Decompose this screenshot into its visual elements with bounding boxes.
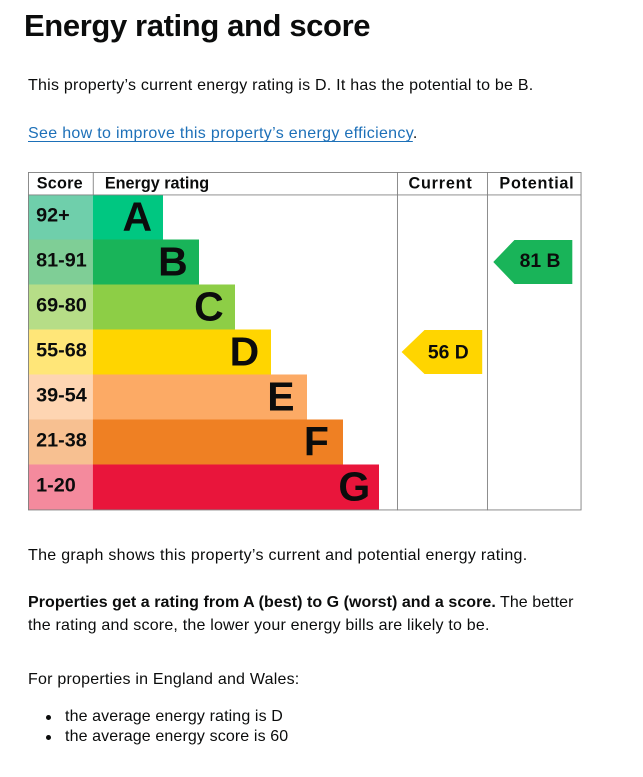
- svg-text:E: E: [267, 374, 294, 420]
- svg-text:81-91: 81-91: [36, 250, 87, 272]
- svg-text:1-20: 1-20: [36, 475, 76, 497]
- svg-text:F: F: [304, 419, 329, 465]
- svg-text:B: B: [158, 239, 188, 285]
- svg-text:Score: Score: [37, 174, 83, 192]
- svg-text:55-68: 55-68: [36, 340, 87, 362]
- svg-text:D: D: [230, 329, 260, 375]
- svg-text:A: A: [123, 194, 153, 240]
- svg-text:81 B: 81 B: [520, 250, 561, 272]
- svg-text:56 D: 56 D: [428, 342, 469, 364]
- svg-text:C: C: [194, 284, 224, 330]
- svg-text:21-38: 21-38: [36, 430, 87, 452]
- svg-text:G: G: [338, 464, 370, 510]
- svg-text:92+: 92+: [36, 205, 70, 227]
- svg-text:69-80: 69-80: [36, 295, 87, 317]
- svg-text:Current: Current: [409, 174, 473, 192]
- svg-text:39-54: 39-54: [36, 385, 87, 407]
- svg-text:Potential: Potential: [499, 174, 574, 192]
- svg-text:Energy rating: Energy rating: [105, 174, 209, 192]
